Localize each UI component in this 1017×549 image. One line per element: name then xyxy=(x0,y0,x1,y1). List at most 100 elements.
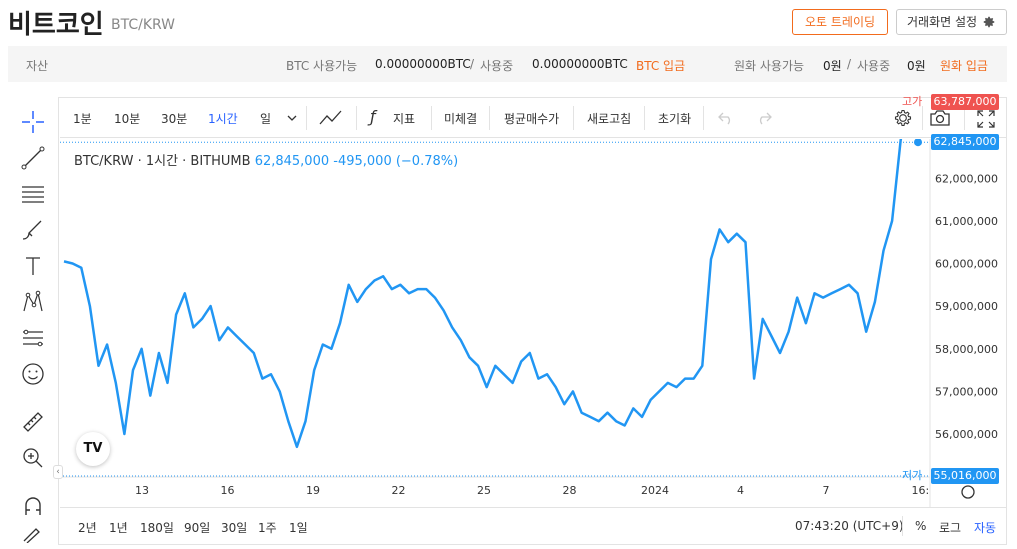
low-price-label: 55,016,000 xyxy=(931,467,999,484)
brush-icon[interactable] xyxy=(20,217,46,243)
last-price-dot xyxy=(914,139,922,147)
price-tick-label: 59,000,000 xyxy=(935,300,998,313)
magnet-icon[interactable] xyxy=(20,493,46,519)
krw-in-use-label: 사용중 xyxy=(857,59,891,73)
time-tick-label: 13 xyxy=(135,484,149,497)
reset-button[interactable]: 초기화 xyxy=(658,112,692,126)
price-tick-label: 60,000,000 xyxy=(935,258,998,271)
time-tick-label: 28 xyxy=(563,484,577,497)
price-tick-label: 58,000,000 xyxy=(935,343,998,356)
time-tick-label: 2024 xyxy=(641,484,669,497)
pencil-lock-icon[interactable] xyxy=(20,525,46,543)
range-1y[interactable]: 1년 xyxy=(109,521,128,535)
range-180d[interactable]: 180일 xyxy=(140,521,174,535)
price-tick-label: 61,000,000 xyxy=(935,215,998,228)
indicator-fx-icon[interactable]: ƒ xyxy=(370,107,376,126)
btc-divider: / xyxy=(470,57,475,71)
btc-available-value: 0.00000000BTC xyxy=(375,57,471,71)
krw-divider: / xyxy=(847,57,852,71)
time-tick-label: 16: xyxy=(912,484,930,497)
time-tick-label: 4 xyxy=(737,484,744,497)
last-price-label: 62,845,000 xyxy=(931,134,999,151)
screen-settings-button[interactable]: 거래화면 설정 xyxy=(896,9,1007,35)
interval-10m[interactable]: 10분 xyxy=(114,112,141,126)
interval-day[interactable]: 일 xyxy=(260,112,272,126)
price-tick-label: 57,000,000 xyxy=(935,385,998,398)
high-tag: 고가 xyxy=(902,95,923,109)
btc-available-label: BTC 사용가능 xyxy=(286,59,358,73)
high-price-label: 63,787,000 xyxy=(931,94,999,111)
assets-label: 자산 xyxy=(26,59,49,73)
btc-deposit-link[interactable]: BTC 입금 xyxy=(636,59,686,73)
series-line xyxy=(63,139,920,449)
fullscreen-icon[interactable] xyxy=(977,110,995,128)
price-chart[interactable]: 64,000,00063,000,00062,000,00061,000,000… xyxy=(60,139,1007,507)
percent-toggle[interactable]: % xyxy=(915,519,927,533)
time-tick-label: 16 xyxy=(221,484,235,497)
axis-settings-icon[interactable] xyxy=(961,485,975,499)
toolbar-divider xyxy=(306,106,307,130)
toolbar-divider xyxy=(922,106,923,130)
auto-toggle[interactable]: 자동 xyxy=(974,521,997,535)
krw-available-value: 0원 xyxy=(823,59,842,73)
toolbar-divider xyxy=(356,106,357,130)
screen-settings-label: 거래화면 설정 xyxy=(907,15,978,29)
collapse-toolbar-icon[interactable]: ‹ xyxy=(53,465,63,479)
toolbar-divider xyxy=(431,106,432,130)
range-2y[interactable]: 2년 xyxy=(78,521,97,535)
zoom-in-icon[interactable] xyxy=(20,445,46,471)
time-tick-label: 22 xyxy=(392,484,406,497)
trend-line-icon[interactable] xyxy=(20,145,46,171)
redo-icon[interactable] xyxy=(756,111,772,125)
krw-in-use-value: 0원 xyxy=(907,59,926,73)
gear-icon xyxy=(983,16,995,28)
settings-gear-icon[interactable] xyxy=(893,108,913,128)
camera-icon[interactable] xyxy=(929,109,951,127)
tradingview-logo[interactable]: TV xyxy=(76,432,110,466)
time-tick-label: 7 xyxy=(823,484,830,497)
interval-30m[interactable]: 30분 xyxy=(161,112,188,126)
undo-icon[interactable] xyxy=(718,111,734,125)
krw-deposit-link[interactable]: 원화 입금 xyxy=(940,59,988,73)
clock-display[interactable]: 07:43:20 (UTC+9) xyxy=(795,519,904,533)
interval-1h[interactable]: 1시간 xyxy=(208,112,238,126)
log-toggle[interactable]: 로그 xyxy=(939,521,962,535)
toolbar-divider xyxy=(964,106,965,130)
auto-trade-button[interactable]: 오토 트레이딩 xyxy=(792,9,888,35)
refresh-button[interactable]: 새로고침 xyxy=(587,112,632,126)
chevron-down-icon[interactable] xyxy=(287,114,297,122)
time-tick-label: 19 xyxy=(306,484,320,497)
toolbar-divider xyxy=(644,106,645,130)
indicators-button[interactable]: 지표 xyxy=(393,112,416,126)
pair-subtitle: BTC/KRW xyxy=(111,17,176,33)
text-tool-icon[interactable] xyxy=(20,253,46,279)
range-30d[interactable]: 30일 xyxy=(221,521,248,535)
fib-levels-icon[interactable] xyxy=(20,181,46,207)
price-tick-label: 62,000,000 xyxy=(935,172,998,185)
chart-type-line-icon[interactable] xyxy=(318,109,344,127)
legend-change: -495,000 (−0.78%) xyxy=(333,154,459,169)
crosshair-icon[interactable] xyxy=(20,109,46,135)
toolbar-divider xyxy=(573,106,574,130)
open-orders-button[interactable]: 미체결 xyxy=(444,112,478,126)
range-bar: 2년 1년 180일 90일 30일 1주 1일 07:43:20 (UTC+9… xyxy=(60,507,1006,544)
range-1w[interactable]: 1주 xyxy=(258,521,277,535)
drawing-toolbar xyxy=(8,97,59,545)
legend-price: 62,845,000 xyxy=(254,154,330,169)
chart-toolbar: 1분 10분 30분 1시간 일 ƒ 지표 미체결 평균매수가 새로고침 초기화 xyxy=(60,98,1006,138)
range-1d[interactable]: 1일 xyxy=(289,521,308,535)
prediction-icon[interactable] xyxy=(20,325,46,351)
pattern-icon[interactable] xyxy=(20,289,46,315)
bottom-divider xyxy=(902,516,903,536)
page-header: 비트코인 BTC/KRW 오토 트레이딩 거래화면 설정 xyxy=(0,0,1017,44)
coin-title: 비트코인 xyxy=(8,10,104,40)
krw-available-label: 원화 사용가능 xyxy=(734,59,805,73)
interval-1m[interactable]: 1분 xyxy=(73,112,92,126)
avg-buy-price-button[interactable]: 평균매수가 xyxy=(504,112,560,126)
emoji-icon[interactable] xyxy=(20,361,46,387)
toolbar-divider xyxy=(703,106,704,130)
time-tick-label: 25 xyxy=(477,484,491,497)
ruler-icon[interactable] xyxy=(20,409,46,435)
range-90d[interactable]: 90일 xyxy=(184,521,211,535)
asset-bar: 자산 BTC 사용가능 0.00000000BTC / 사용중 0.000000… xyxy=(8,46,1007,82)
